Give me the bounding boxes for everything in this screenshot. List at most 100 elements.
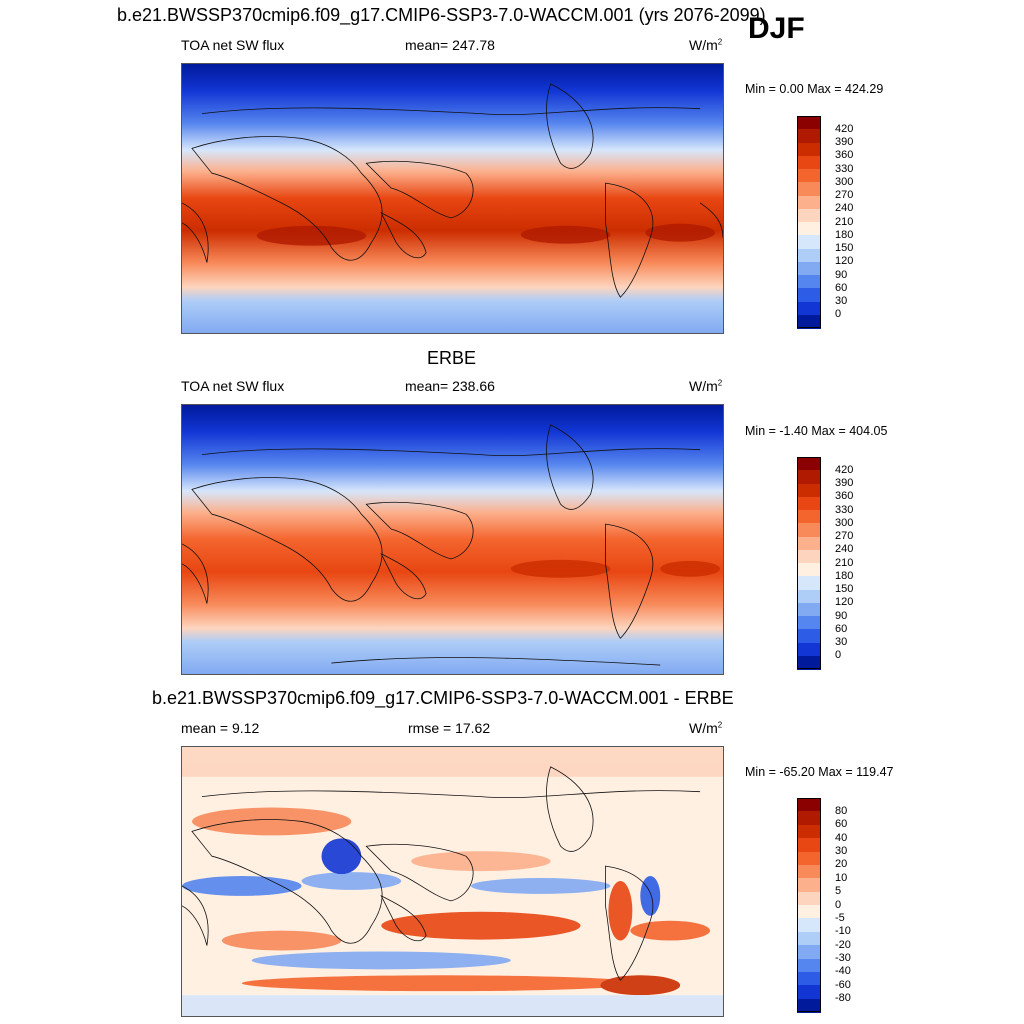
colorbar-tick-label: 420 bbox=[835, 463, 854, 476]
colorbar-frame bbox=[797, 457, 821, 669]
colorbar-tick-label: 40 bbox=[835, 831, 848, 844]
panel1-minmax: Min = 0.00 Max = 424.29 bbox=[745, 82, 884, 96]
colorbar-swatch bbox=[797, 142, 821, 157]
colorbar-swatch bbox=[797, 891, 821, 906]
colorbar-swatch bbox=[797, 470, 821, 484]
colorbar-swatch bbox=[797, 629, 821, 643]
panel1-colorbar: 420 390 360 330 300 270 240 210 180 150 120 90 60 30 0 bbox=[797, 116, 853, 329]
colorbar-swatch bbox=[797, 248, 821, 263]
colorbar-swatch bbox=[797, 971, 821, 986]
colorbar-tick-label: 300 bbox=[835, 516, 854, 529]
colorbar-tick-label: 390 bbox=[835, 136, 854, 148]
colorbar-tick-label: -30 bbox=[835, 952, 851, 964]
colorbar-swatch bbox=[797, 589, 821, 604]
panel3-rmse-label: rmse = 17.62 bbox=[408, 720, 491, 736]
colorbar-tick-label: 330 bbox=[835, 503, 854, 516]
colorbar-tick-label: 60 bbox=[835, 818, 848, 831]
colorbar-tick-label: 120 bbox=[835, 596, 854, 609]
colorbar-tick-label: 150 bbox=[835, 583, 854, 595]
colorbar-tick-label: 90 bbox=[835, 268, 848, 281]
colorbar-swatch bbox=[797, 864, 821, 879]
colorbar-swatch bbox=[797, 523, 821, 537]
colorbar-tick-label: 30 bbox=[835, 295, 848, 307]
colorbar-swatch bbox=[797, 182, 821, 196]
colorbar-swatch bbox=[797, 275, 821, 289]
colorbar-swatch bbox=[797, 536, 821, 551]
colorbar-tick-label: 390 bbox=[835, 477, 854, 489]
colorbar-swatch bbox=[797, 510, 821, 524]
panel2-minmax: Min = -1.40 Max = 404.05 bbox=[745, 424, 888, 438]
panel2-mean-label: mean= 238.66 bbox=[405, 378, 495, 394]
panel2-map bbox=[181, 404, 724, 675]
colorbar-swatch bbox=[797, 998, 821, 1013]
colorbar-swatch bbox=[797, 811, 821, 826]
colorbar-swatch bbox=[797, 288, 821, 302]
colorbar-swatch bbox=[797, 457, 821, 471]
colorbar-frame bbox=[797, 798, 821, 1012]
panel3-mean-label: mean = 9.12 bbox=[181, 720, 260, 736]
panel3-minmax: Min = -65.20 Max = 119.47 bbox=[745, 765, 894, 779]
colorbar-swatch bbox=[797, 985, 821, 1000]
colorbar-swatch bbox=[797, 616, 821, 630]
colorbar-swatch bbox=[797, 483, 821, 498]
colorbar-swatch bbox=[797, 918, 821, 933]
colorbar-tick-label: 270 bbox=[835, 530, 854, 542]
colorbar-tick-label: 300 bbox=[835, 175, 854, 188]
panel3-title: b.e21.BWSSP370cmip6.f09_g17.CMIP6-SSP3-7… bbox=[152, 688, 734, 708]
colorbar-swatch bbox=[797, 824, 821, 839]
colorbar-swatch bbox=[797, 314, 821, 329]
colorbar-tick-label: 80 bbox=[835, 804, 848, 817]
colorbar-swatch bbox=[797, 549, 821, 564]
colorbar-swatch bbox=[797, 602, 821, 617]
panel1-mean-label: mean= 247.78 bbox=[405, 37, 495, 53]
panel2-units: W/m2 bbox=[689, 378, 723, 394]
colorbar-swatch bbox=[797, 945, 821, 959]
colorbar-tick-label: 90 bbox=[835, 609, 848, 622]
colorbar-swatch bbox=[797, 195, 821, 210]
colorbar-swatch bbox=[797, 931, 821, 946]
colorbar-tick-label: 180 bbox=[835, 569, 854, 582]
colorbar-tick-label: -10 bbox=[835, 925, 851, 938]
colorbar-swatch bbox=[797, 642, 821, 657]
colorbar-tick-label: -60 bbox=[835, 978, 851, 991]
panel3-colorbar: 80 60 40 30 20 10 5 0 -5 -10 -20 -30 -40 -60 -80 bbox=[797, 798, 851, 1013]
panel1-units: W/m2 bbox=[689, 37, 723, 53]
colorbar-frame bbox=[797, 116, 821, 328]
panel3-map bbox=[181, 746, 724, 1017]
panel1-map bbox=[181, 63, 724, 334]
colorbar-tick-label: -40 bbox=[835, 965, 851, 978]
panel3-units: W/m2 bbox=[689, 720, 723, 736]
colorbar-tick-label: 30 bbox=[835, 845, 848, 857]
colorbar-swatch bbox=[797, 208, 821, 223]
colorbar-swatch bbox=[797, 905, 821, 919]
colorbar-tick-label: 240 bbox=[835, 543, 854, 556]
colorbar-swatch bbox=[797, 576, 821, 590]
colorbar-tick-label: 150 bbox=[835, 242, 854, 254]
colorbar-tick-label: 360 bbox=[835, 490, 854, 503]
colorbar-swatch bbox=[797, 116, 821, 130]
panel2-title: ERBE bbox=[427, 348, 477, 368]
colorbar-swatch bbox=[797, 155, 821, 170]
colorbar-swatch bbox=[797, 222, 821, 236]
colorbar-tick-label: -5 bbox=[835, 911, 845, 924]
colorbar-swatch bbox=[797, 301, 821, 316]
colorbar-tick-label: 120 bbox=[835, 255, 854, 268]
panel1-variable-label: TOA net SW flux bbox=[181, 37, 285, 53]
colorbar-swatch bbox=[797, 129, 821, 143]
colorbar-swatch bbox=[797, 798, 821, 812]
colorbar-tick-label: 180 bbox=[835, 228, 854, 241]
colorbar-swatch bbox=[797, 838, 821, 852]
colorbar-tick-label: 0 bbox=[835, 308, 842, 321]
colorbar-tick-label: 210 bbox=[835, 556, 854, 569]
panel2-variable-label: TOA net SW flux bbox=[181, 378, 285, 394]
colorbar-swatch bbox=[797, 851, 821, 866]
colorbar-tick-label: 240 bbox=[835, 202, 854, 215]
colorbar-tick-label: -80 bbox=[835, 992, 851, 1005]
colorbar-tick-label: 0 bbox=[835, 649, 842, 662]
colorbar-tick-label: 330 bbox=[835, 162, 854, 175]
colorbar-tick-label: 60 bbox=[835, 281, 848, 294]
colorbar-swatch bbox=[797, 235, 821, 249]
colorbar-tick-label: 20 bbox=[835, 858, 848, 871]
colorbar-tick-label: 5 bbox=[835, 885, 842, 898]
colorbar-tick-label: 210 bbox=[835, 215, 854, 228]
